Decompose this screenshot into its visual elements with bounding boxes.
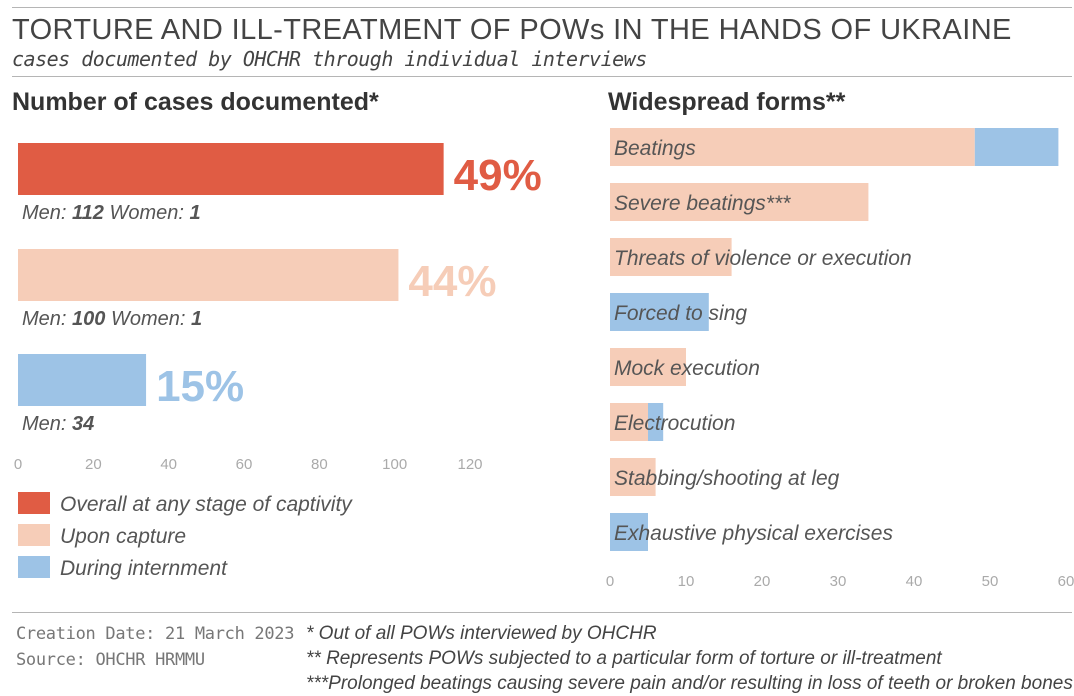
gender-label-3: Men: 34 [22, 413, 94, 435]
category-label-7: Stabbing/shooting at leg [614, 467, 840, 490]
source: Source: OHCHR HRMMU [16, 650, 205, 670]
bar-capture-1 [610, 128, 975, 166]
bar-capture-5 [610, 348, 686, 386]
bar-2 [18, 249, 399, 301]
category-label-2: Severe beatings*** [614, 192, 791, 215]
legend-swatch-2 [18, 524, 50, 546]
category-label-8: Exhaustive physical exercises [614, 522, 893, 545]
bar-capture-6 [610, 403, 648, 441]
category-label-3: Threats of violence or execution [614, 247, 912, 270]
right-panel-title: Widespread forms** [608, 88, 846, 116]
cases-documented-chart: 49% Men: 112 Women: 1 44% Men: 100 Women: 1… [14, 143, 542, 580]
gender-label-1: Men: 112 Women: 1 [22, 202, 201, 224]
x-tick-100: 100 [382, 456, 407, 473]
legend-label-3: During internment [60, 557, 228, 580]
percent-label-1: 49% [454, 151, 542, 200]
widespread-forms-chart: Beatings Severe beatings*** Threats of vio… [606, 128, 1074, 590]
x-tick-20: 20 [85, 456, 102, 473]
x-tick-30: 30 [830, 573, 847, 590]
bar-capture-7 [610, 458, 656, 496]
category-label-5: Mock execution [614, 357, 760, 380]
page-subtitle: cases documented by OHCHR through indivi… [12, 47, 647, 71]
x-tick-0: 0 [14, 456, 22, 473]
x-tick-60: 60 [236, 456, 253, 473]
x-tick-10: 10 [678, 573, 695, 590]
gender-label-2: Men: 100 Women: 1 [22, 308, 202, 330]
x-tick-40: 40 [160, 456, 177, 473]
bar-internment-8 [610, 513, 648, 551]
bar-internment-1 [974, 128, 1059, 166]
creation-date: Creation Date: 21 March 2023 [16, 624, 295, 644]
category-label-6: Electrocution [614, 412, 735, 435]
x-tick-80: 80 [311, 456, 328, 473]
footnote-1: * Out of all POWs interviewed by OHCHR [306, 623, 657, 644]
x-tick-120: 120 [457, 456, 482, 473]
x-tick-60: 60 [1058, 573, 1074, 590]
category-label-1: Beatings [614, 137, 696, 160]
x-tick-0: 0 [606, 573, 614, 590]
footer-rule [12, 612, 1072, 613]
top-rule [12, 7, 1072, 8]
left-panel-title: Number of cases documented* [12, 88, 379, 116]
legend-label-2: Upon capture [60, 525, 186, 548]
x-tick-40: 40 [906, 573, 923, 590]
bar-capture-3 [610, 238, 732, 276]
page-title: TORTURE AND ILL-TREATMENT OF POWs IN THE… [12, 14, 1012, 46]
bar-1 [18, 143, 444, 195]
legend-swatch-3 [18, 556, 50, 578]
legend-swatch-1 [18, 492, 50, 514]
footnote-3: ***Prolonged beatings causing severe pai… [306, 673, 1073, 694]
legend-label-1: Overall at any stage of captivity [60, 493, 353, 516]
x-tick-50: 50 [982, 573, 999, 590]
x-tick-20: 20 [754, 573, 771, 590]
percent-label-3: 15% [156, 362, 244, 411]
footer-meta: Creation Date: 21 March 2023 Source: OHC… [16, 621, 294, 673]
percent-label-2: 44% [408, 257, 496, 306]
header-rule [12, 76, 1072, 77]
footer-notes: * Out of all POWs interviewed by OHCHR *… [306, 621, 1073, 696]
footnote-2: ** Represents POWs subjected to a partic… [306, 648, 942, 669]
category-label-4: Forced to sing [614, 302, 747, 325]
bar-internment-4 [610, 293, 709, 331]
bar-capture-2 [610, 183, 869, 221]
bar-3 [18, 354, 147, 406]
bar-internment-6 [648, 403, 664, 441]
